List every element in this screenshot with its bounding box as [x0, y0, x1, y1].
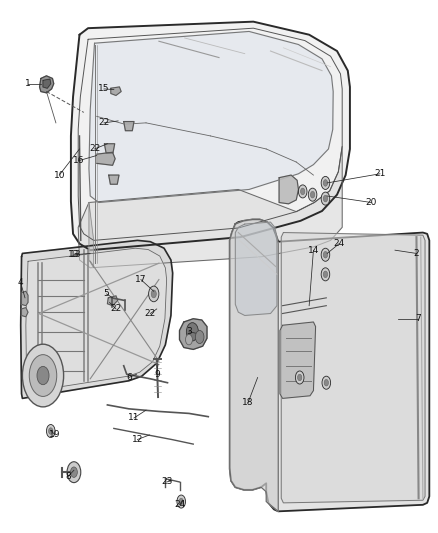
- Circle shape: [321, 268, 330, 281]
- Polygon shape: [124, 122, 134, 131]
- Polygon shape: [109, 175, 119, 184]
- Polygon shape: [230, 220, 278, 511]
- Circle shape: [179, 498, 184, 505]
- Circle shape: [297, 374, 302, 381]
- Polygon shape: [21, 292, 28, 305]
- Text: 4: 4: [18, 278, 24, 287]
- Polygon shape: [180, 319, 207, 350]
- Circle shape: [311, 191, 315, 198]
- Polygon shape: [111, 87, 121, 95]
- Text: 7: 7: [415, 314, 420, 323]
- Circle shape: [187, 322, 198, 341]
- Text: 5: 5: [104, 289, 110, 298]
- Polygon shape: [21, 308, 28, 317]
- Circle shape: [322, 376, 331, 389]
- Circle shape: [308, 188, 317, 201]
- Polygon shape: [89, 31, 333, 203]
- Circle shape: [321, 176, 330, 189]
- Text: 17: 17: [135, 275, 147, 284]
- Circle shape: [186, 334, 192, 345]
- Circle shape: [298, 185, 307, 198]
- Circle shape: [37, 366, 49, 385]
- Circle shape: [323, 252, 328, 258]
- Text: 8: 8: [65, 472, 71, 481]
- Polygon shape: [281, 232, 425, 503]
- Circle shape: [323, 180, 328, 186]
- Polygon shape: [279, 175, 298, 204]
- Polygon shape: [280, 322, 315, 398]
- Text: 24: 24: [334, 239, 345, 248]
- Polygon shape: [26, 248, 166, 392]
- Circle shape: [295, 371, 304, 384]
- Circle shape: [323, 271, 328, 278]
- Circle shape: [29, 354, 57, 397]
- Polygon shape: [230, 220, 429, 511]
- Text: 21: 21: [374, 169, 385, 178]
- Text: 18: 18: [243, 398, 254, 407]
- Circle shape: [321, 192, 330, 205]
- Polygon shape: [104, 144, 115, 153]
- Text: 22: 22: [145, 309, 156, 318]
- Circle shape: [151, 290, 156, 298]
- Text: 13: 13: [68, 251, 80, 259]
- Text: 22: 22: [99, 118, 110, 127]
- Text: 14: 14: [308, 246, 319, 255]
- Polygon shape: [235, 222, 277, 316]
- Text: 9: 9: [154, 370, 159, 379]
- Polygon shape: [107, 296, 118, 305]
- Text: 11: 11: [128, 414, 140, 423]
- Circle shape: [177, 495, 186, 508]
- Circle shape: [71, 467, 78, 478]
- Circle shape: [46, 424, 55, 438]
- Text: 6: 6: [126, 373, 132, 382]
- Text: 15: 15: [98, 84, 110, 93]
- Text: 13: 13: [70, 251, 81, 259]
- Text: 16: 16: [73, 156, 85, 165]
- Text: 3: 3: [186, 327, 192, 336]
- Text: 24: 24: [174, 500, 185, 510]
- Text: 22: 22: [110, 304, 122, 313]
- Text: 23: 23: [161, 478, 172, 487]
- Text: 20: 20: [366, 198, 377, 207]
- Circle shape: [148, 286, 159, 302]
- Circle shape: [324, 379, 328, 386]
- Polygon shape: [89, 203, 94, 268]
- Text: 10: 10: [53, 171, 65, 180]
- Circle shape: [67, 462, 81, 482]
- Circle shape: [323, 195, 328, 202]
- Circle shape: [300, 188, 305, 195]
- Text: 2: 2: [413, 249, 419, 258]
- Circle shape: [195, 330, 204, 344]
- Text: 12: 12: [132, 435, 143, 444]
- Polygon shape: [97, 152, 115, 165]
- Circle shape: [49, 428, 53, 434]
- Polygon shape: [78, 147, 342, 268]
- Polygon shape: [71, 22, 350, 250]
- Text: 22: 22: [89, 144, 100, 154]
- Text: 1: 1: [25, 79, 31, 88]
- Circle shape: [321, 248, 330, 261]
- Polygon shape: [21, 240, 173, 398]
- Circle shape: [22, 344, 64, 407]
- Polygon shape: [39, 76, 54, 93]
- Text: 19: 19: [49, 431, 61, 439]
- Polygon shape: [43, 79, 51, 88]
